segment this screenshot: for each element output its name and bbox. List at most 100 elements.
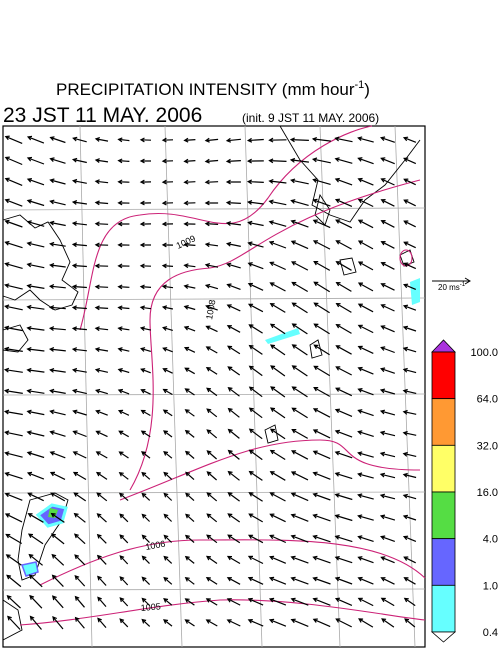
wind-arrow <box>119 618 129 628</box>
wind-arrow <box>225 137 241 143</box>
wind-arrow <box>246 137 264 143</box>
wind-arrow <box>357 177 374 186</box>
colorbar-label: 64.0 <box>477 394 498 406</box>
wind-arrow <box>403 199 416 207</box>
wind-arrow <box>139 158 151 164</box>
wind-arrow <box>183 263 196 269</box>
wind-arrow <box>227 345 241 355</box>
wind-arrow <box>247 555 264 565</box>
wind-arrow <box>71 326 87 332</box>
wind-arrow <box>313 365 331 377</box>
wind-arrow <box>334 472 353 480</box>
wind-arrow <box>226 283 241 290</box>
wind-arrow <box>183 305 196 311</box>
wind-arrow <box>95 388 108 395</box>
wind-arrow <box>161 284 174 290</box>
wind-arrow <box>163 471 173 480</box>
wind-arrow <box>402 325 417 332</box>
wind-arrow <box>95 409 108 416</box>
wind-arrow <box>226 577 241 585</box>
wind-arrow <box>7 615 21 630</box>
wind-arrow <box>74 595 85 608</box>
wind-arrow <box>49 430 66 437</box>
wind-arrow <box>334 450 353 459</box>
wind-arrow <box>141 534 150 544</box>
wind-arrow <box>311 157 331 164</box>
wind-arrow <box>184 534 195 543</box>
wind-arrow <box>119 576 129 586</box>
wind-arrow <box>269 323 286 335</box>
wind-arrow <box>96 554 107 565</box>
wind-arrow <box>26 346 45 352</box>
wind-arrow <box>403 262 417 270</box>
wind-arrow <box>290 618 309 627</box>
wind-arrow <box>94 200 109 206</box>
wind-arrow <box>290 492 309 502</box>
wind-arrow <box>380 367 395 374</box>
wind-arrow <box>3 388 23 394</box>
wind-arrow <box>290 178 309 185</box>
wind-arrow <box>357 388 374 396</box>
wind-arrow <box>27 492 44 502</box>
wind-arrow <box>248 407 263 419</box>
graticule <box>2 125 426 648</box>
wind-arrow <box>4 304 23 311</box>
wind-arrow <box>141 597 151 606</box>
wind-arrow <box>204 137 219 143</box>
wind-arrow <box>403 577 416 585</box>
wind-arrow <box>71 157 87 164</box>
wind-arrow <box>162 368 173 374</box>
wind-arrow <box>94 137 109 142</box>
wind-arrow <box>268 597 287 606</box>
wind-arrow <box>357 576 374 585</box>
wind-arrow <box>51 595 64 609</box>
wind-arrow <box>247 262 264 270</box>
wind-arrow <box>402 430 417 436</box>
wind-arrow <box>313 344 330 356</box>
wind-arrow <box>290 471 309 481</box>
wind-arrow <box>334 198 353 207</box>
wind-arrow <box>268 137 287 143</box>
wind-scale-superscript: -1 <box>460 282 466 288</box>
wind-arrow <box>117 284 130 290</box>
wind-arrow <box>206 534 218 544</box>
wind-arrow <box>71 242 87 248</box>
wind-arrow <box>380 304 395 312</box>
wind-arrow <box>26 283 45 289</box>
wind-arrow <box>312 429 331 439</box>
colorbar-label: 100.0 <box>470 347 498 359</box>
wind-arrow <box>312 618 331 628</box>
wind-arrow <box>312 555 331 564</box>
wind-arrow <box>119 555 129 565</box>
wind-arrow <box>270 365 286 377</box>
wind-arrow <box>312 450 331 460</box>
wind-arrow <box>227 534 241 544</box>
wind-arrow <box>334 177 353 186</box>
colorbar-segment <box>431 398 456 446</box>
wind-arrow <box>402 535 417 542</box>
wind-arrow <box>380 157 395 165</box>
wind-arrow <box>117 368 130 374</box>
wind-arrow <box>26 241 45 248</box>
wind-arrow <box>139 179 152 185</box>
wind-arrow <box>289 157 309 163</box>
wind-arrow <box>204 263 219 268</box>
wind-arrow <box>49 409 66 416</box>
wind-arrow <box>269 282 286 292</box>
wind-arrow <box>52 616 64 630</box>
wind-arrow <box>71 263 87 269</box>
wind-arrow <box>335 219 353 229</box>
wind-arrow <box>225 158 241 164</box>
wind-arrow <box>335 302 352 313</box>
wind-arrow <box>49 241 66 247</box>
wind-arrow <box>72 136 87 143</box>
wind-arrow <box>117 409 130 416</box>
wind-arrow <box>48 284 66 289</box>
wind-arrow <box>247 200 264 205</box>
wind-arrow <box>380 597 395 607</box>
wind-arrow <box>94 305 109 311</box>
wind-arrow <box>49 451 66 459</box>
wind-arrow <box>72 409 87 416</box>
wind-arrow <box>246 158 264 164</box>
wind-arrow <box>3 367 23 373</box>
